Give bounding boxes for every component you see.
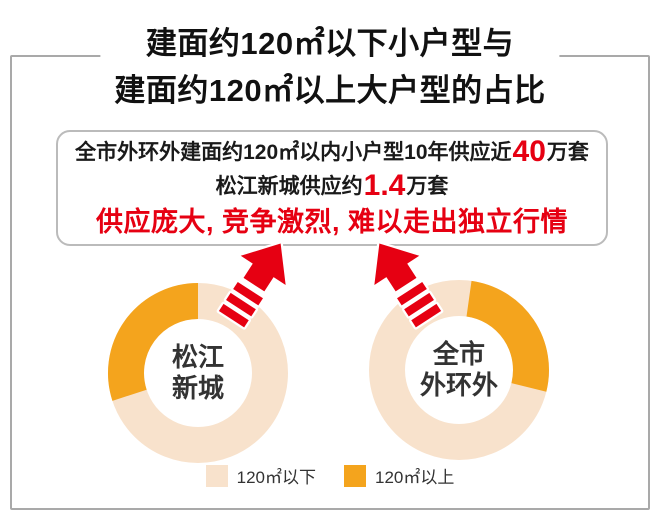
- callout-line-songjiang-supply: 松江新城供应约1.4万套: [58, 169, 606, 203]
- legend-swatch-over-120: [344, 464, 366, 487]
- callout-line-conclusion: 供应庞大, 竞争激烈, 难以走出独立行情: [58, 203, 606, 241]
- page-title: 建面约120㎡以下小户型与 建面约120㎡以上大户型的占比: [100, 20, 560, 114]
- callout-text-segment: 1.4: [363, 169, 406, 202]
- donut-label-line: 外环外: [419, 370, 498, 400]
- page-title-line1: 建面约120㎡以下小户型与: [145, 26, 515, 61]
- donut-label-songjiang: 松江 新城: [107, 282, 289, 464]
- callout-text-segment: 供应庞大, 竞争激烈, 难以走出独立行情: [95, 207, 568, 237]
- page-title-line2: 建面约120㎡以上大户型的占比: [114, 73, 546, 108]
- callout-text-segment: 松江新城供应约: [215, 175, 363, 198]
- legend-swatch-under-120: [205, 464, 228, 487]
- legend-label: 120㎡以上: [375, 468, 455, 487]
- legend-label: 120㎡以下: [236, 468, 316, 487]
- up-arrow-icon: [352, 225, 457, 341]
- legend-item-over-120: 120㎡以上: [344, 463, 454, 488]
- callout-text-segment: 40: [512, 135, 546, 168]
- donut-label-citywide: 全市 外环外: [368, 279, 550, 461]
- donut-label-line: 新城: [171, 373, 224, 403]
- donut-chart-songjiang: 松江 新城: [107, 282, 289, 464]
- donut-label-line: 全市: [432, 339, 485, 369]
- annotation-callout: 全市外环外建面约120㎡以内小户型10年供应近40万套 松江新城供应约1.4万套…: [56, 130, 608, 246]
- callout-text-segment: 全市外环外建面约120㎡以内小户型10年供应近: [75, 141, 512, 164]
- callout-text-segment: 万套: [406, 175, 449, 198]
- donut-label-line: 松江: [171, 342, 224, 372]
- up-arrow-icon: [202, 225, 307, 341]
- donut-chart-citywide: 全市 外环外: [368, 279, 550, 461]
- chart-legend: 120㎡以下 120㎡以上: [0, 463, 660, 488]
- legend-item-under-120: 120㎡以下: [205, 463, 316, 488]
- callout-text-segment: 万套: [546, 141, 589, 164]
- chart-frame: [10, 55, 650, 510]
- callout-line-supply-total: 全市外环外建面约120㎡以内小户型10年供应近40万套: [58, 135, 606, 169]
